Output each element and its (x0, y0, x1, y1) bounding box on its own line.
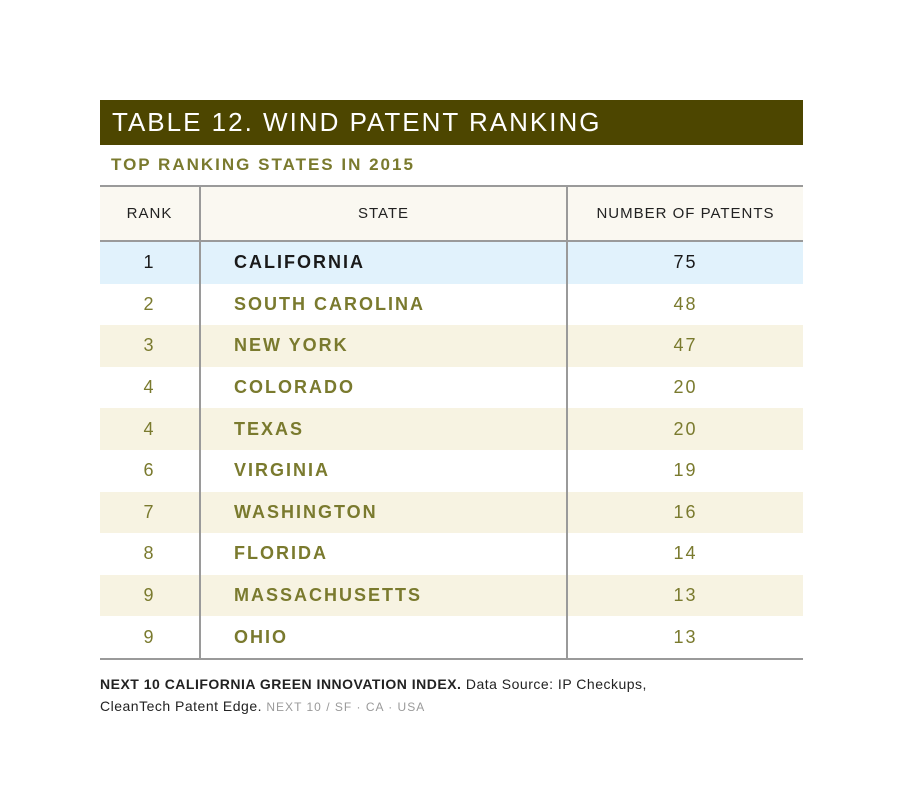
table-row: 6 VIRGINIA 19 (100, 449, 803, 492)
state-cell: COLORADO (200, 366, 568, 409)
state-cell: NEW YORK (200, 325, 568, 367)
table-title-bar: TABLE 12. WIND PATENT RANKING (100, 100, 803, 145)
table-footnote: NEXT 10 CALIFORNIA GREEN INNOVATION INDE… (100, 673, 720, 718)
table-row: 1 CALIFORNIA 75 (100, 241, 803, 284)
patents-cell: 75 (567, 241, 803, 284)
table-row: 8 FLORIDA 14 (100, 533, 803, 575)
state-cell: OHIO (200, 616, 568, 660)
rank-cell: 6 (100, 449, 201, 492)
table-row: 4 COLORADO 20 (100, 366, 803, 409)
patents-cell: 14 (567, 533, 803, 575)
table-header-row: RANK STATE NUMBER OF PATENTS (100, 185, 803, 242)
ranking-table: RANK STATE NUMBER OF PATENTS 1 CALIFORNI… (100, 185, 803, 660)
table-row: 4 TEXAS 20 (100, 408, 803, 450)
org-credit: NEXT 10 / SF · CA · USA (266, 700, 426, 714)
state-cell: TEXAS (200, 408, 568, 450)
state-cell: WASHINGTON (200, 491, 568, 534)
patents-cell: 19 (567, 449, 803, 492)
table-title: TABLE 12. WIND PATENT RANKING (112, 107, 602, 137)
patents-cell: 47 (567, 325, 803, 367)
patents-cell: 13 (567, 616, 803, 660)
table-row: 7 WASHINGTON 16 (100, 491, 803, 534)
state-cell: MASSACHUSETTS (200, 574, 568, 617)
rank-cell: 1 (100, 241, 201, 284)
rank-cell: 7 (100, 491, 201, 534)
state-cell: CALIFORNIA (200, 241, 568, 284)
index-name: NEXT 10 CALIFORNIA GREEN INNOVATION INDE… (100, 676, 462, 692)
data-source: Data Source: IP Checkups, CleanTech Pate… (100, 676, 647, 714)
header-patents: NUMBER OF PATENTS (567, 185, 803, 242)
table-row: 9 OHIO 13 (100, 616, 803, 660)
ranking-table-container: RANK STATE NUMBER OF PATENTS 1 CALIFORNI… (100, 185, 803, 660)
table-subtitle: TOP RANKING STATES IN 2015 (111, 155, 415, 174)
patents-cell: 48 (567, 283, 803, 326)
rank-cell: 4 (100, 366, 201, 409)
state-cell: FLORIDA (200, 533, 568, 575)
state-cell: SOUTH CAROLINA (200, 283, 568, 326)
table-row: 2 SOUTH CAROLINA 48 (100, 283, 803, 326)
patents-cell: 20 (567, 408, 803, 450)
header-state: STATE (200, 185, 568, 242)
rank-cell: 2 (100, 283, 201, 326)
patents-cell: 16 (567, 491, 803, 534)
table-row: 3 NEW YORK 47 (100, 325, 803, 367)
rank-cell: 4 (100, 408, 201, 450)
state-cell: VIRGINIA (200, 449, 568, 492)
rank-cell: 8 (100, 533, 201, 575)
rank-cell: 3 (100, 325, 201, 367)
patents-cell: 20 (567, 366, 803, 409)
table-row: 9 MASSACHUSETTS 13 (100, 574, 803, 617)
header-rank: RANK (100, 185, 201, 242)
patents-cell: 13 (567, 574, 803, 617)
rank-cell: 9 (100, 574, 201, 617)
rank-cell: 9 (100, 616, 201, 660)
